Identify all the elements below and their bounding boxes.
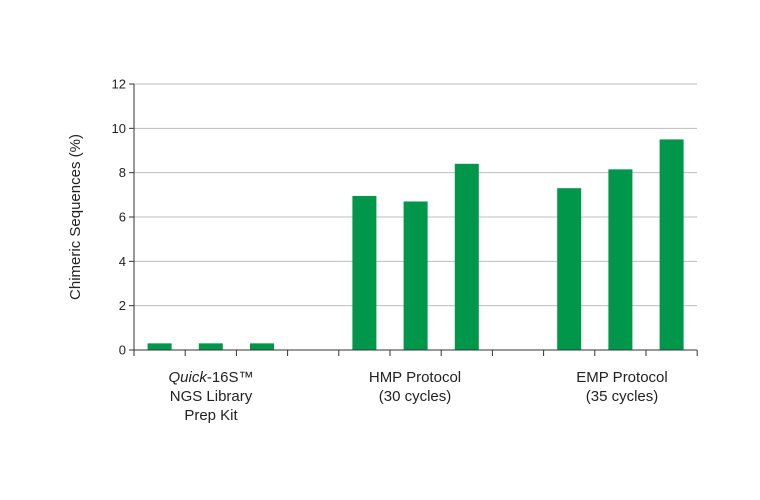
y-tick-label: 4 [119,254,126,269]
group-label-line: Quick-16S™ [121,368,301,387]
group-label-line: Prep Kit [184,407,238,424]
bar-2-2 [659,139,684,350]
axes [129,83,698,356]
y-tick-labels: 0 2 4 6 8 10 12 [112,77,126,358]
bar-1-0 [352,195,377,350]
bar-2-0 [557,188,582,350]
group-label-line: (30 cycles) [378,388,452,405]
bar-0-1 [198,343,223,350]
group-label-italic: Quick [168,369,207,386]
bar-1-1 [403,201,428,350]
y-tick-label: 6 [119,210,126,225]
y-axis-label: Chimeric Sequences (%) [67,134,84,300]
group-label-line: NGS Library [169,388,253,405]
bar-1-2 [454,163,479,350]
bar-0-2 [250,343,274,350]
y-tick-label: 8 [119,165,126,180]
y-tick-label: 10 [112,121,126,136]
group-label-line: HMP Protocol [368,369,462,386]
y-tick-label: 12 [112,77,126,92]
bar-0-0 [147,343,172,350]
y-tick-label: 0 [119,343,126,358]
group-label-rest: -16S™ [206,369,254,386]
bar-2-1 [608,169,633,350]
y-tick-label: 2 [119,298,126,313]
group-label-emp: EMP Protocol (35 cycles) [532,368,712,406]
bars [147,139,684,350]
group-label-hmp: HMP Protocol (30 cycles) [325,368,505,406]
group-label-line: EMP Protocol [576,369,668,386]
group-label-quick-16s: Quick-16S™ NGS Library Prep Kit [121,368,301,425]
group-label-line: (35 cycles) [585,388,659,405]
